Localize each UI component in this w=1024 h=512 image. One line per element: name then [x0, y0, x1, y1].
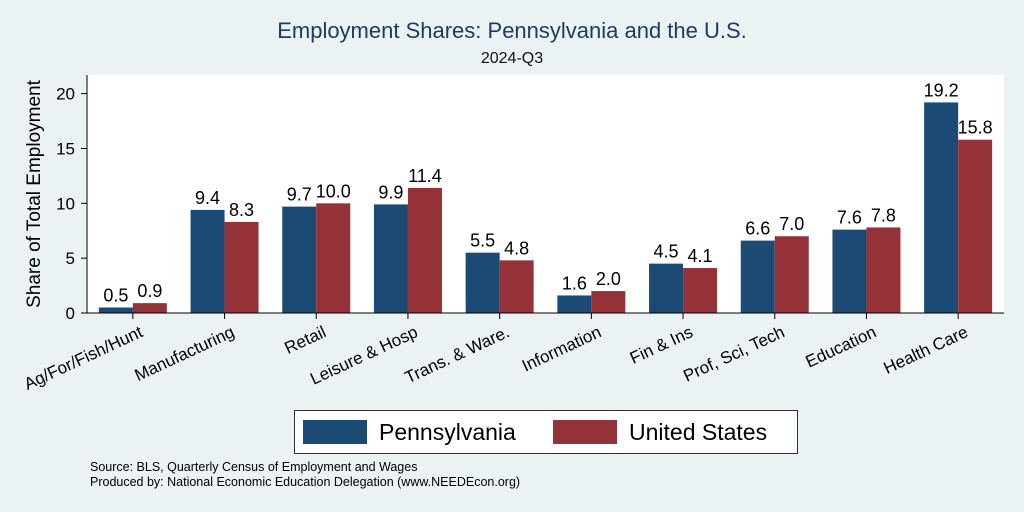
bar-pennsylvania — [649, 263, 684, 313]
bar-pennsylvania — [740, 240, 775, 313]
bar-pennsylvania — [832, 229, 867, 313]
bars: 0.5 0.9 9.4 8.3 9.7 10.0 9.911.4 5.5 4.8 1.6 2.0 4.… — [98, 80, 993, 313]
bar-united-states — [591, 291, 626, 313]
bar-pennsylvania — [190, 209, 225, 313]
y-axis: 0 5 10 15 20 — [56, 75, 88, 323]
x-tick-label: Information — [519, 322, 604, 375]
bar-value-label: 9.4 — [195, 188, 220, 208]
x-tick-label: Fin & Ins — [627, 322, 696, 368]
bar-value-label: 1.6 — [562, 273, 587, 293]
bar-value-label: 5.5 — [470, 231, 495, 251]
y-tick-label: 20 — [56, 85, 75, 104]
bar-value-label: 9.7 — [287, 185, 312, 205]
bar-pennsylvania — [373, 204, 408, 313]
x-tick-label: Education — [803, 322, 880, 371]
bar-value-label: 4.1 — [688, 246, 713, 266]
bar-value-label: 6.6 — [745, 219, 770, 239]
bar-value-label: 8.3 — [229, 200, 254, 220]
legend-swatch-united-states — [553, 420, 617, 444]
bar-united-states — [958, 139, 993, 313]
bar-united-states — [499, 260, 534, 313]
bar-value-label: 4.5 — [654, 242, 679, 262]
bar-value-label: 9.9 — [378, 182, 403, 202]
legend-label-united-states: United States — [629, 418, 768, 445]
chart-title: Employment Shares: Pennsylvania and the … — [277, 18, 747, 43]
bar-united-states — [407, 187, 442, 313]
source-note: Source: BLS, Quarterly Census of Employm… — [90, 460, 418, 474]
bar-pennsylvania — [924, 102, 959, 313]
bar-united-states — [224, 221, 259, 313]
x-tick-label: Prof, Sci, Tech — [680, 322, 787, 385]
bar-value-label: 19.2 — [924, 80, 959, 100]
y-tick-label: 5 — [66, 249, 75, 268]
bar-pennsylvania — [98, 307, 133, 313]
y-tick-label: 10 — [56, 194, 75, 213]
chart-subtitle: 2024-Q3 — [480, 50, 544, 67]
x-tick-label: Manufacturing — [132, 322, 238, 385]
bar-value-label: 0.9 — [137, 281, 162, 301]
bar-pennsylvania — [465, 252, 500, 313]
chart-notes: Source: BLS, Quarterly Census of Employm… — [90, 460, 520, 490]
bar-united-states — [132, 303, 167, 313]
bar-value-label: 7.8 — [871, 205, 896, 225]
bar-united-states — [866, 227, 901, 313]
bar-value-label: 10.0 — [316, 181, 351, 201]
bar-pennsylvania — [282, 206, 317, 313]
x-tick-label: Ag/For/Fish/Hunt — [21, 322, 146, 394]
legend-item-pennsylvania: Pennsylvania — [303, 418, 516, 446]
bar-value-label: 4.8 — [504, 238, 529, 258]
y-tick-label: 0 — [66, 304, 75, 323]
x-tick-label: Health Care — [881, 322, 971, 378]
bar-united-states — [774, 236, 809, 313]
x-tick-label: Trans. & Ware. — [402, 322, 512, 387]
legend: Pennsylvania United States — [294, 410, 798, 454]
legend-item-united-states: United States — [553, 418, 767, 446]
bar-pennsylvania — [557, 295, 592, 313]
legend-swatch-pennsylvania — [303, 420, 367, 444]
y-tick-label: 15 — [56, 139, 75, 158]
legend-label-pennsylvania: Pennsylvania — [379, 418, 516, 445]
bar-value-label: 7.0 — [779, 214, 804, 234]
x-tick-label: Retail — [282, 322, 329, 358]
produced-note: Produced by: National Economic Education… — [90, 475, 521, 489]
bar-value-label: 2.0 — [596, 269, 621, 289]
bar-value-label: 15.8 — [958, 118, 993, 138]
y-axis-title: Share of Total Employment — [24, 79, 45, 307]
bar-value-label: 0.5 — [103, 286, 128, 306]
bar-value-label: 7.6 — [837, 208, 862, 228]
bar-united-states — [316, 203, 351, 313]
bar-value-label: 11.4 — [408, 166, 442, 186]
bar-united-states — [683, 268, 718, 313]
